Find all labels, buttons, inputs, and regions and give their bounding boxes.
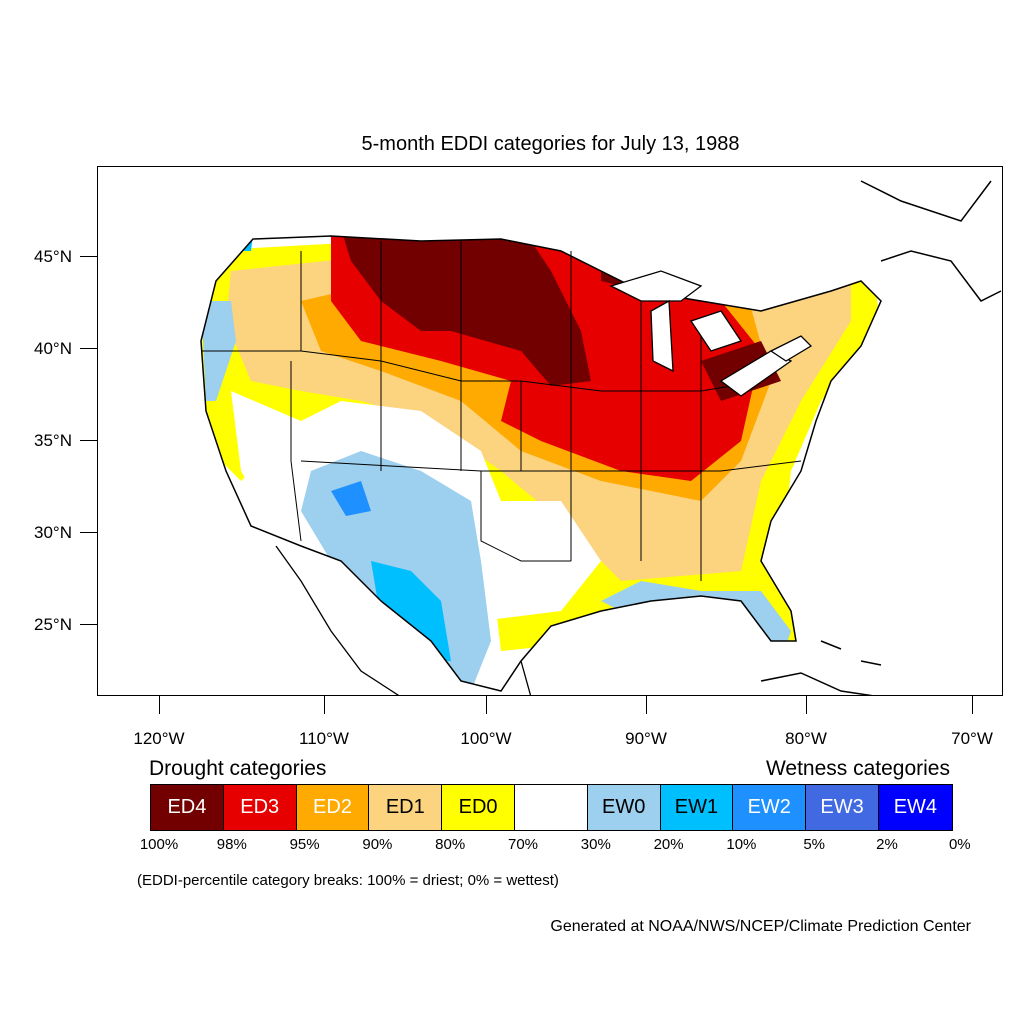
lat-label: 45°N: [34, 247, 72, 266]
lon-label: 120°W: [133, 729, 185, 748]
legend-break-label: 2%: [876, 836, 898, 853]
canada-coast: [860, 180, 1002, 302]
lon-tick: [486, 696, 487, 714]
lat-tick: [80, 256, 97, 257]
lat-label: 30°N: [34, 523, 72, 542]
map-title: 5-month EDDI categories for July 13, 198…: [361, 133, 740, 155]
lon-tick: [646, 696, 647, 714]
lon-tick: [324, 696, 325, 714]
legend-break-label: 5%: [803, 836, 826, 853]
legend-swatch: ED1: [369, 785, 443, 830]
lon-label: 100°W: [460, 729, 512, 748]
legend-swatch: ED0: [442, 785, 515, 830]
lon-tick: [806, 696, 807, 714]
legend-swatch: EW4: [878, 785, 952, 830]
lon-label: 80°W: [785, 729, 827, 748]
legend-break-label: 10%: [726, 836, 757, 853]
eddi-map: [200, 180, 1002, 695]
legend-swatch: ED3: [223, 785, 297, 830]
map-panel: [97, 166, 1003, 696]
legend-swatch: [514, 785, 588, 830]
legend-break-label: 30%: [580, 836, 611, 853]
legend-swatch: EW3: [806, 785, 879, 830]
lat-tick: [80, 624, 97, 625]
caribbean-islands: [760, 640, 882, 695]
legend-break-label: 0%: [948, 836, 971, 853]
legend-break-label: 80%: [435, 836, 466, 853]
great-lakes: [609, 270, 813, 397]
legend-break-label: 100%: [139, 836, 179, 853]
mexico-coast: [275, 545, 532, 695]
legend-break-label: 95%: [289, 836, 320, 853]
legend-break-label: 20%: [653, 836, 684, 853]
credit-line: Generated at NOAA/NWS/NCEP/Climate Predi…: [550, 918, 971, 935]
state-boundaries: [201, 241, 802, 581]
legend-swatch: ED4: [151, 785, 224, 830]
lat-tick: [80, 440, 97, 441]
lat-label: 35°N: [34, 431, 72, 450]
lon-label: 110°W: [299, 729, 349, 748]
drought-heading: Drought categories: [149, 757, 327, 780]
lon-tick: [159, 696, 160, 714]
legend-swatch: EW1: [660, 785, 734, 830]
legend-swatch: EW2: [733, 785, 807, 830]
lat-tick: [80, 348, 97, 349]
lat-tick: [80, 532, 97, 533]
wetness-heading: Wetness categories: [765, 757, 950, 780]
lat-label: 40°N: [34, 339, 72, 358]
legend-swatch: ED2: [296, 785, 370, 830]
legend-swatch: EW0: [587, 785, 661, 830]
category-shading: [201, 236, 881, 691]
legend-break-label: 98%: [216, 836, 247, 853]
legend-break-label: 90%: [362, 836, 393, 853]
legend-break-label: 70%: [507, 836, 539, 853]
category-note: (EDDI-percentile category breaks: 100% =…: [137, 872, 559, 889]
lon-tick: [972, 696, 973, 714]
legend-colorbar: ED4 ED3 ED2 ED1 ED0 EW0 EW1 EW2 EW3 EW4: [150, 784, 953, 831]
lon-label: 70°W: [951, 729, 993, 748]
lon-label: 90°W: [625, 729, 667, 748]
lat-label: 25°N: [34, 615, 72, 634]
